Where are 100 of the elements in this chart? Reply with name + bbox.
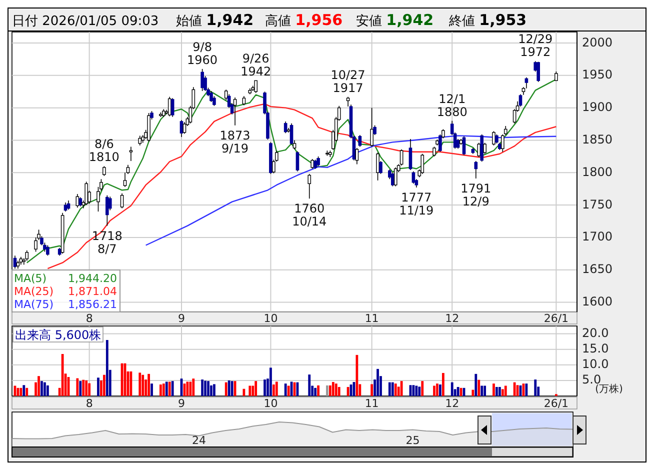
candlestick <box>64 202 68 212</box>
annotation: 12/1 1880 <box>436 92 468 119</box>
annotation: 1873 9/19 <box>220 128 250 156</box>
candlestick <box>432 146 436 157</box>
candlestick <box>408 138 412 170</box>
bar <box>38 376 40 396</box>
x-tick-label: 9 <box>178 397 185 410</box>
candlestick <box>370 107 374 148</box>
bar <box>242 388 246 396</box>
x-tick-label: 11 <box>364 312 379 325</box>
x-tick-label: 8 <box>86 397 93 410</box>
candlestick <box>180 120 184 138</box>
x-tick-label: 24 <box>192 434 206 447</box>
bar <box>376 368 379 396</box>
bar <box>79 381 82 396</box>
candlestick <box>102 166 106 176</box>
bar <box>46 385 49 396</box>
bar <box>254 381 258 396</box>
text: 終値 1,953 <box>448 11 527 29</box>
bar <box>484 386 486 396</box>
bar <box>308 374 311 396</box>
bar <box>275 382 278 396</box>
bar <box>186 382 189 396</box>
candlestick <box>554 71 558 82</box>
candlestick <box>43 242 46 252</box>
bar <box>391 382 394 396</box>
candlestick <box>120 192 124 209</box>
candlestick <box>25 250 29 262</box>
y-tick-label: 1650 <box>582 262 613 276</box>
x-tick-label: 26/1 <box>544 397 569 410</box>
candlestick <box>314 159 317 170</box>
candlestick <box>308 174 312 199</box>
bar <box>97 378 100 396</box>
candlestick <box>310 158 314 170</box>
candlestick <box>536 61 540 82</box>
y-tick-label: 1950 <box>582 68 613 82</box>
bar <box>162 384 165 396</box>
bar <box>130 371 132 396</box>
candlestick <box>462 136 466 156</box>
candlestick <box>46 244 50 256</box>
candlestick <box>316 156 320 167</box>
candlestick <box>394 167 398 187</box>
bar <box>332 382 334 396</box>
bar <box>272 384 275 396</box>
text: MA(25) 1,871.04 <box>14 285 117 298</box>
chart-title: 出来高 5,600株 <box>15 328 102 342</box>
bar <box>16 388 20 396</box>
candlestick <box>242 96 246 106</box>
bar <box>76 378 79 396</box>
x-tick-label: 11 <box>364 397 379 410</box>
bar <box>210 385 212 396</box>
annotation: 1760 10/14 <box>292 202 327 229</box>
annotation: 9/8 1960 <box>187 40 218 67</box>
annotation: 9/26 1942 <box>240 52 272 79</box>
candlestick <box>492 130 496 146</box>
candlestick <box>233 97 237 126</box>
x-tick-label: 10 <box>264 312 278 325</box>
bar <box>138 372 142 396</box>
bar <box>228 380 230 396</box>
text: 高値 1,956 <box>265 11 343 29</box>
line-series <box>47 103 557 270</box>
text: 始値 1,942 <box>176 11 254 29</box>
candlestick <box>376 152 380 181</box>
bar <box>442 372 444 396</box>
bar <box>412 385 415 396</box>
bar <box>334 384 338 396</box>
candlestick <box>66 200 70 210</box>
y-tick-label: 20.0 <box>582 326 609 340</box>
y-tick-label: 10.0 <box>582 357 609 372</box>
bar <box>513 382 516 396</box>
bar <box>338 386 340 396</box>
candlestick <box>138 135 142 146</box>
bar <box>496 386 498 396</box>
candlestick <box>474 160 478 179</box>
candlestick <box>420 153 424 174</box>
bar <box>201 380 204 396</box>
candlestick <box>290 122 294 146</box>
bar <box>421 381 424 396</box>
y-tick-label: 1850 <box>582 132 613 147</box>
annotation: 1718 8/7 <box>92 228 122 256</box>
x-tick-label: 10 <box>264 397 278 410</box>
bar <box>44 382 46 396</box>
bar <box>204 380 206 396</box>
candlestick <box>129 146 133 162</box>
annotation: 1791 12/9 <box>460 181 492 208</box>
bar <box>328 385 332 396</box>
bar <box>159 384 162 396</box>
y-tick-label: 1750 <box>582 197 613 212</box>
x-tick-label: 25 <box>406 434 420 447</box>
candlestick <box>34 237 38 252</box>
y-tick-label: 1900 <box>582 100 613 114</box>
bar <box>248 386 252 396</box>
bar <box>287 386 290 396</box>
bar <box>370 384 374 396</box>
candlestick <box>210 90 213 102</box>
bar <box>230 381 234 396</box>
annotation: 1777 11/19 <box>399 190 434 218</box>
candlestick <box>84 181 88 206</box>
bar <box>433 386 436 396</box>
bar <box>224 382 228 396</box>
